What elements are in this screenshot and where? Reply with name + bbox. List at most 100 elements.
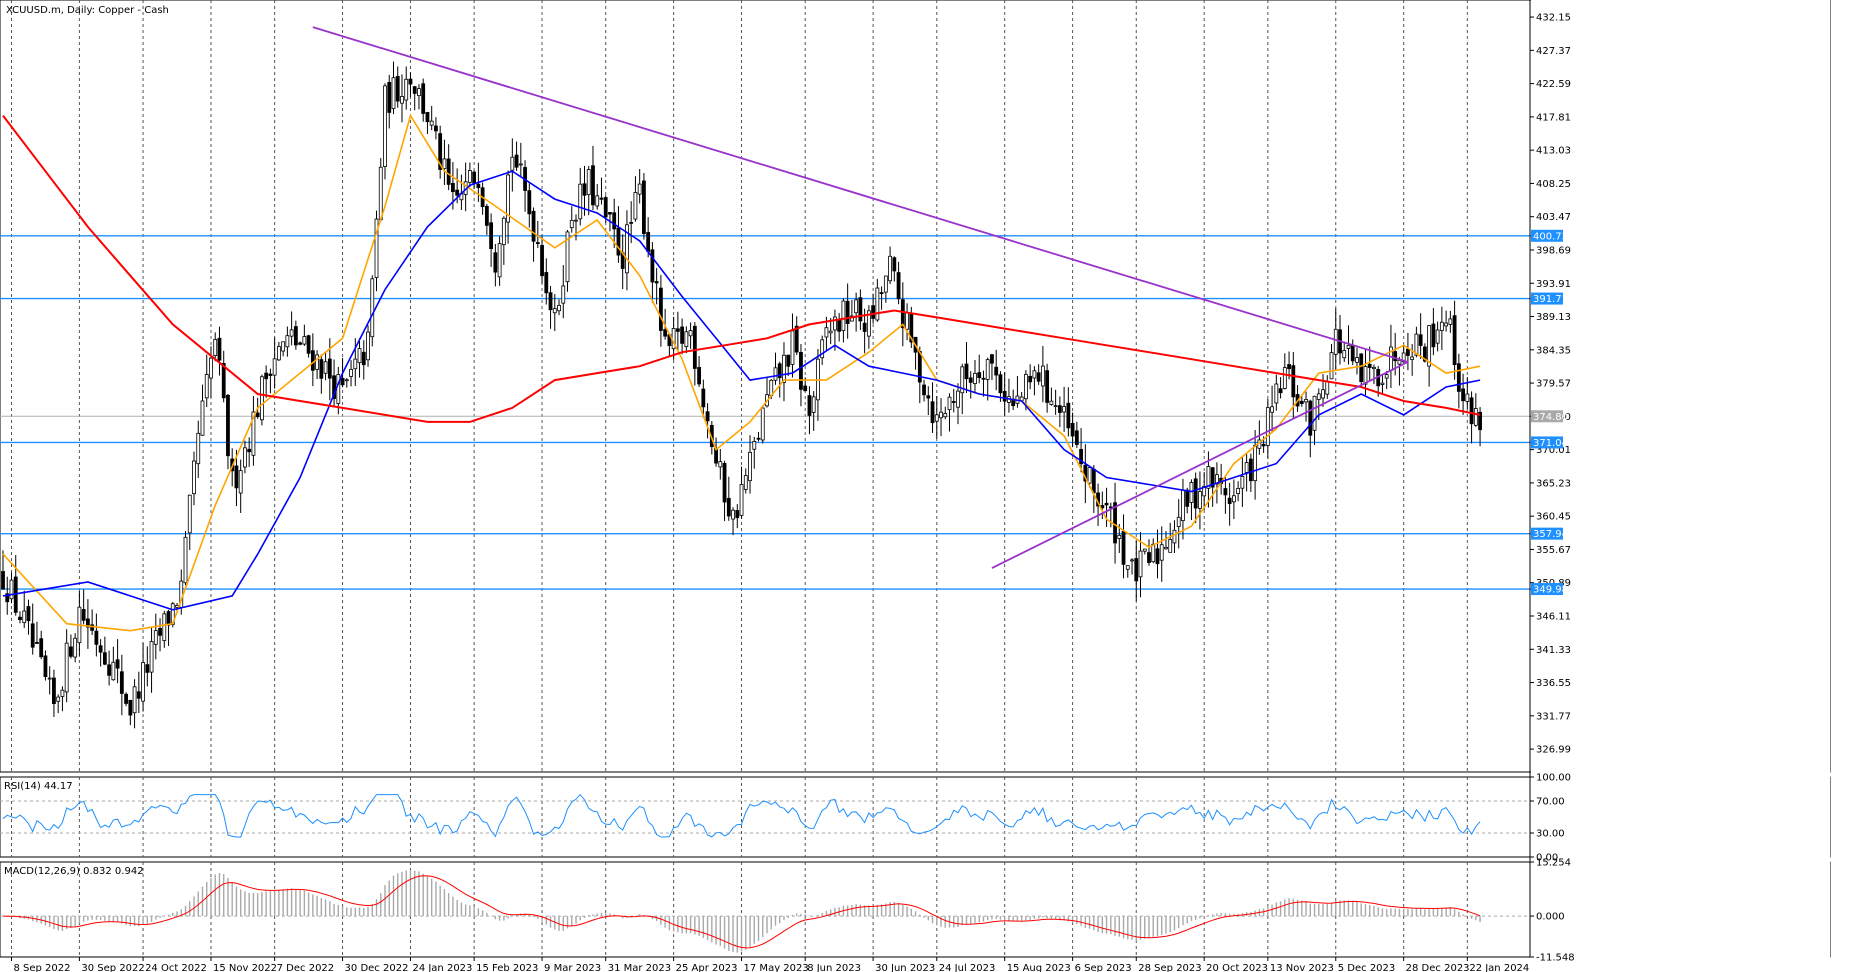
candle-body xyxy=(1185,489,1190,507)
macd-title: MACD(12,26,9) 0.832 0.942 xyxy=(4,866,144,877)
candle-body xyxy=(395,76,400,102)
candle-body xyxy=(366,331,370,361)
candle-body xyxy=(1040,365,1045,387)
candle-body xyxy=(591,165,595,206)
candle-body xyxy=(285,335,290,348)
candle-body xyxy=(1151,543,1156,563)
candle-body xyxy=(582,183,587,196)
candle-body xyxy=(1066,402,1071,429)
level-price-badge xyxy=(1531,436,1563,449)
candle-body xyxy=(557,304,561,312)
candle-body xyxy=(18,616,22,620)
candle-body xyxy=(344,379,349,382)
candle-body xyxy=(1461,388,1465,402)
candle-body xyxy=(799,351,803,390)
time-tick-label: 31 Mar 2023 xyxy=(608,963,671,972)
candle-body xyxy=(357,348,362,364)
candle-body xyxy=(1435,329,1440,344)
candle-body xyxy=(990,354,994,364)
candle-body xyxy=(1372,366,1376,370)
triangle-trendline xyxy=(991,361,1409,569)
candle-body xyxy=(111,661,116,681)
candle-body xyxy=(1223,488,1228,496)
candle-body xyxy=(1422,346,1427,362)
candle-body xyxy=(535,242,540,244)
macd-panel-frame xyxy=(0,861,1831,958)
rsi-title: RSI(14) 44.17 xyxy=(4,781,73,792)
candle-body xyxy=(276,346,281,361)
candle-body xyxy=(803,385,808,392)
candle-body xyxy=(446,158,451,185)
candle-body xyxy=(400,96,404,104)
candle-body xyxy=(1070,422,1075,437)
candle-body xyxy=(73,637,78,658)
candle-body xyxy=(845,300,850,324)
price-tick-label: 403.47 xyxy=(1536,212,1571,223)
candle-body xyxy=(1248,458,1253,482)
candle-body xyxy=(1261,444,1266,447)
price-axis: 432.15 427.37 422.59 417.81 413.03 408.25 403.… xyxy=(1529,0,1830,972)
candle-body xyxy=(1465,393,1470,402)
candle-body xyxy=(871,305,876,319)
candle-body xyxy=(544,272,549,294)
candle-body xyxy=(578,183,583,220)
candle-body xyxy=(947,396,952,411)
price-tick-label: 408.25 xyxy=(1536,179,1571,190)
candle-body xyxy=(387,82,392,113)
candle-body xyxy=(52,677,56,705)
candle-body xyxy=(1350,345,1355,362)
candle-body xyxy=(1478,411,1482,431)
candle-body xyxy=(1355,357,1359,363)
candle-body xyxy=(243,447,247,468)
time-tick-label: 13 Nov 2023 xyxy=(1270,963,1334,972)
time-tick-label: 30 Dec 2022 xyxy=(345,963,409,972)
candle-body xyxy=(353,358,358,370)
rsi-line xyxy=(2,793,1481,838)
time-tick-label: 8 Sep 2022 xyxy=(13,963,70,972)
candle-body xyxy=(837,319,842,332)
candle-body xyxy=(315,354,319,370)
candle-body xyxy=(421,83,426,114)
candle-body xyxy=(1274,383,1279,404)
rsi-tick-label: 70.00 xyxy=(1536,797,1565,808)
price-tick-label: 432.15 xyxy=(1536,13,1571,24)
candle-body xyxy=(879,292,884,294)
candle-body xyxy=(680,326,685,344)
candle-body xyxy=(939,411,943,419)
candle-body xyxy=(69,646,73,657)
candle-body xyxy=(1316,393,1321,400)
candle-body xyxy=(489,222,494,249)
candle-body xyxy=(493,252,498,273)
candle-body xyxy=(272,358,277,376)
candle-body xyxy=(675,328,680,332)
candle-body xyxy=(145,664,150,673)
candle-body xyxy=(743,475,748,490)
candle-body xyxy=(39,638,44,658)
candle-body xyxy=(1134,558,1139,582)
candle-body xyxy=(1189,482,1194,503)
candle-body xyxy=(1452,315,1457,366)
candle-body xyxy=(786,354,791,367)
candle-body xyxy=(221,363,226,399)
candle-body xyxy=(1057,405,1062,413)
candle-body xyxy=(43,655,48,678)
candle-body xyxy=(782,354,786,383)
price-tick-label: 413.03 xyxy=(1536,146,1571,157)
candle-body xyxy=(196,432,201,465)
candle-body xyxy=(1342,350,1347,359)
candle-body xyxy=(166,611,171,626)
candle-body xyxy=(1091,468,1096,494)
candle-body xyxy=(378,166,383,221)
candle-body xyxy=(1282,367,1287,389)
macd-tick-label: -11.548 xyxy=(1536,953,1575,964)
candle-body xyxy=(1002,391,1007,402)
time-tick-label: 28 Dec 2023 xyxy=(1406,963,1470,972)
candle-body xyxy=(336,374,341,404)
candle-body xyxy=(200,400,205,436)
candle-body xyxy=(1380,382,1385,385)
rsi-tick-label: 30.00 xyxy=(1536,829,1565,840)
candle-body xyxy=(1401,352,1406,363)
candle-body xyxy=(1036,372,1041,382)
